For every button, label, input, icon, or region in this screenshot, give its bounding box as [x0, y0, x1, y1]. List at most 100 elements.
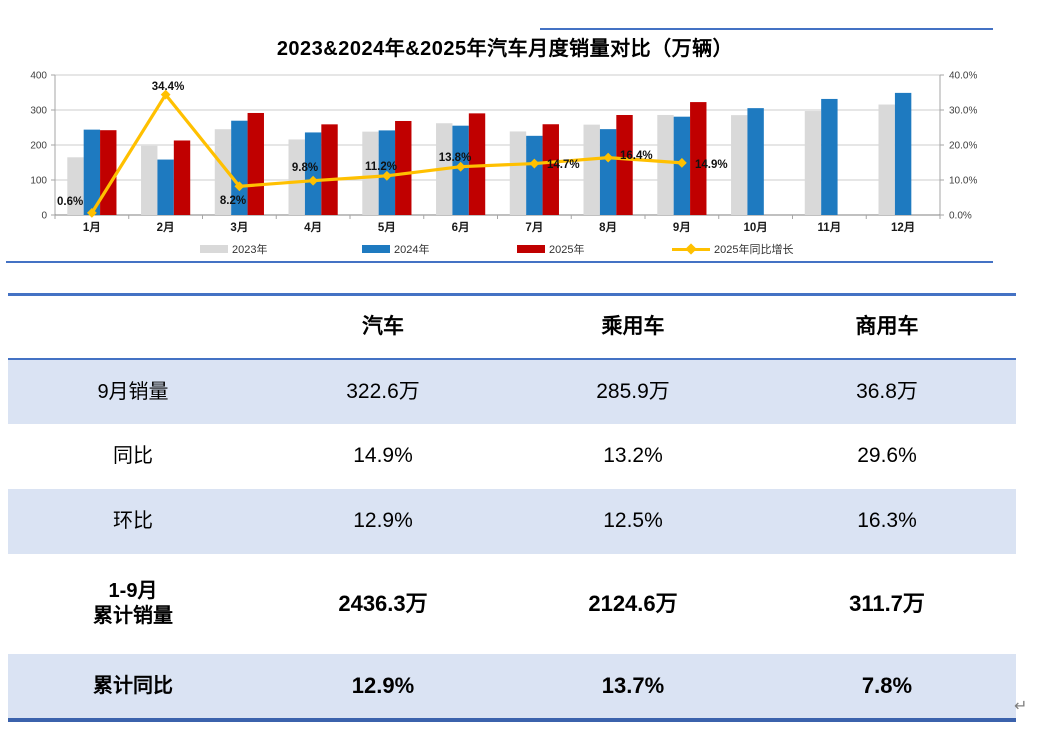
bar-2024年-3月 [231, 120, 248, 215]
row-label: 9月销量 [8, 380, 258, 405]
legend-item-2025年: 2025年 [517, 241, 584, 257]
legend-item-2023年: 2023年 [200, 241, 267, 257]
value-cell: 2124.6万 [588, 591, 678, 617]
row-label-line: 1-9月 [108, 580, 158, 602]
diamond-marker-icon [685, 243, 697, 255]
x-axis-label: 8月 [599, 221, 617, 234]
legend-item-2025年同比增长: 2025年同比增长 [672, 241, 793, 257]
y-axis-label: 200 [30, 141, 47, 152]
x-axis-label: 11月 [818, 221, 842, 234]
bar-2023年-8月 [583, 124, 600, 215]
bar-2025年-6月 [468, 113, 486, 215]
growth-data-label: 16.4% [620, 150, 653, 162]
header-rule [540, 28, 993, 30]
line-marker [86, 207, 97, 218]
line-marker [308, 175, 319, 186]
value-cell: 322.6万 [346, 379, 420, 403]
bar-2023年-9月 [657, 114, 674, 215]
x-axis-label: 10月 [743, 221, 767, 234]
x-axis-label: 5月 [378, 221, 396, 234]
growth-data-label: 14.9% [695, 159, 728, 171]
value-cell: 36.8万 [856, 379, 918, 403]
column-header: 汽车 [362, 314, 404, 338]
paragraph-return-icon: ↵ [1014, 698, 1028, 715]
value-cell: 7.8% [861, 673, 913, 699]
value-cell: 16.3% [857, 509, 917, 533]
value-cell: 14.9% [353, 444, 413, 468]
value-cell: 285.9万 [596, 379, 670, 403]
y2-axis-label: 0.0% [949, 211, 972, 222]
row-label-line: 环比 [113, 510, 153, 532]
bar-2023年-2月 [141, 145, 158, 215]
value-cell: 2436.3万 [338, 591, 428, 617]
section-divider [6, 261, 993, 263]
row-label-line: 9月销量 [97, 380, 169, 403]
bar-2024年-12月 [894, 92, 912, 215]
legend-swatch-icon [517, 245, 545, 253]
row-label-line: 累计销量 [93, 605, 173, 627]
value-cell: 311.7万 [849, 591, 925, 617]
bar-2025年-5月 [395, 120, 412, 215]
legend-line-marker-icon [672, 243, 710, 255]
y2-axis-label: 30.0% [949, 106, 977, 117]
monthly-sales-chart: 0 100 200 300 400 0.0% 10.0% 20.0% 30.0% 40.0% 0.6… [30, 71, 977, 235]
line-marker [234, 181, 245, 192]
legend-label: 2024年 [394, 244, 430, 256]
column-header: 乘用车 [601, 314, 665, 338]
bar-2024年-8月 [599, 129, 617, 215]
growth-data-label: 13.8% [439, 152, 472, 164]
chart-legend: 2023年 2024年 2025年 2025年同比增长 [0, 241, 1000, 257]
bar-2023年-1月 [67, 157, 84, 215]
column-header: 商用车 [855, 314, 919, 338]
bar-2025年-4月 [321, 124, 338, 215]
bar-2023年-3月 [214, 129, 232, 215]
x-axis-label: 1月 [83, 221, 101, 234]
row-label-line: 累计同比 [93, 674, 173, 697]
legend-label: 2023年 [232, 244, 268, 256]
table-row: 同比 14.9% 13.2% 29.6% [8, 424, 1016, 489]
x-axis-label: 3月 [230, 221, 248, 234]
y2-axis-label: 20.0% [949, 141, 977, 152]
bar-2025年-8月 [616, 115, 633, 215]
value-cell: 12.5% [603, 509, 663, 533]
x-axis-label: 9月 [673, 221, 691, 234]
bar-2023年-4月 [288, 139, 305, 215]
bar-2024年-1月 [83, 129, 101, 215]
growth-data-label: 14.7% [547, 159, 580, 171]
y2-axis-label: 10.0% [949, 176, 977, 187]
line-marker [455, 161, 466, 172]
bar-2025年-3月 [247, 112, 264, 215]
sales-summary-table: 汽车 乘用车 商用车 9月销量 322.6万 285.9万 36.8万 同比 14.9% 13.2… [8, 293, 1016, 722]
line-marker [676, 157, 687, 168]
line-marker [160, 89, 171, 100]
value-cell: 29.6% [857, 444, 917, 468]
x-axis-label: 7月 [525, 221, 543, 234]
growth-data-label: 11.2% [365, 161, 397, 173]
bar-2023年-12月 [878, 104, 895, 215]
table-row: 环比 12.9% 12.5% 16.3% [8, 489, 1016, 554]
row-label: 1-9月累计销量 [8, 579, 258, 629]
bar-2025年-2月 [173, 140, 191, 215]
bar-2023年-7月 [509, 131, 527, 215]
legend-item-2024年: 2024年 [362, 241, 429, 257]
legend-label: 2025年 [549, 244, 585, 256]
y-axis-label: 400 [30, 71, 47, 82]
row-label-line: 同比 [113, 445, 153, 467]
bar-2025年-1月 [100, 130, 117, 215]
line-marker [381, 170, 392, 181]
y2-axis-label: 40.0% [949, 71, 977, 82]
chart-title: 2023&2024年&2025年汽车月度销量对比（万辆） [276, 38, 734, 60]
growth-data-label: 8.2% [220, 195, 246, 207]
x-axis-label: 12月 [891, 221, 915, 234]
line-marker [529, 158, 540, 169]
legend-label: 2025年同比增长 [714, 244, 794, 256]
table-row: 累计同比 12.9% 13.7% 7.8% [8, 654, 1016, 718]
table-row: 9月销量 322.6万 285.9万 36.8万 [8, 358, 1016, 424]
y-axis-label: 300 [30, 106, 47, 117]
table-row: 1-9月累计销量 2436.3万 2124.6万 311.7万 [8, 554, 1016, 654]
x-axis-label: 6月 [452, 221, 470, 234]
bar-2023年-10月 [731, 115, 748, 215]
y-axis-label: 100 [30, 176, 47, 187]
growth-data-label: 34.4% [152, 81, 185, 93]
bar-2023年-5月 [362, 131, 379, 215]
